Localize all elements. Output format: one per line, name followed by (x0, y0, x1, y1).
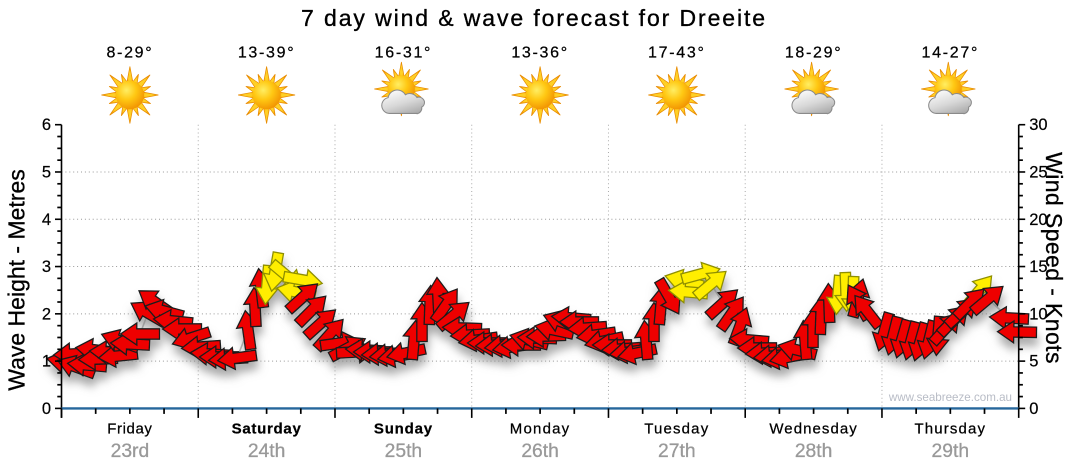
svg-text:2: 2 (42, 305, 51, 323)
svg-text:23rd: 23rd (111, 441, 150, 462)
svg-text:Monday: Monday (510, 421, 571, 438)
svg-text:Wednesday: Wednesday (769, 421, 857, 438)
svg-text:30: 30 (1029, 116, 1047, 134)
svg-text:18-29°: 18-29° (785, 45, 843, 62)
svg-text:10: 10 (1029, 305, 1047, 323)
svg-text:17-43°: 17-43° (648, 45, 706, 62)
svg-text:13-36°: 13-36° (511, 45, 569, 62)
svg-text:6: 6 (42, 116, 51, 134)
svg-text:14-27°: 14-27° (922, 45, 980, 62)
svg-text:29th: 29th (932, 441, 970, 462)
svg-text:0: 0 (42, 400, 51, 418)
svg-text:4: 4 (42, 211, 51, 229)
svg-text:5: 5 (42, 163, 51, 181)
svg-text:13-39°: 13-39° (238, 45, 296, 62)
svg-text:0: 0 (1029, 400, 1038, 418)
svg-text:3: 3 (42, 258, 51, 276)
svg-text:8-29°: 8-29° (106, 45, 153, 62)
svg-text:www.seabreeze.com.au: www.seabreeze.com.au (888, 391, 1012, 404)
svg-text:15: 15 (1029, 258, 1047, 276)
svg-text:Wind Speed - Knots: Wind Speed - Knots (1041, 152, 1067, 364)
svg-text:27th: 27th (658, 441, 696, 462)
svg-text:1: 1 (42, 353, 51, 371)
svg-text:5: 5 (1029, 353, 1038, 371)
svg-text:25: 25 (1029, 163, 1047, 181)
svg-text:26th: 26th (521, 441, 559, 462)
svg-text:Sunday: Sunday (374, 421, 433, 438)
svg-text:28th: 28th (795, 441, 833, 462)
svg-text:Thursday: Thursday (914, 421, 986, 438)
svg-text:24th: 24th (248, 441, 286, 462)
svg-text:Friday: Friday (107, 421, 152, 438)
svg-text:7 day wind & wave forecast for: 7 day wind & wave forecast for Dreeite (301, 5, 767, 31)
svg-text:Tuesday: Tuesday (644, 421, 709, 438)
svg-text:16-31°: 16-31° (375, 45, 433, 62)
svg-text:20: 20 (1029, 211, 1047, 229)
svg-text:Saturday: Saturday (232, 421, 302, 438)
svg-text:25th: 25th (385, 441, 423, 462)
svg-text:Wave Height - Metres: Wave Height - Metres (4, 169, 30, 391)
